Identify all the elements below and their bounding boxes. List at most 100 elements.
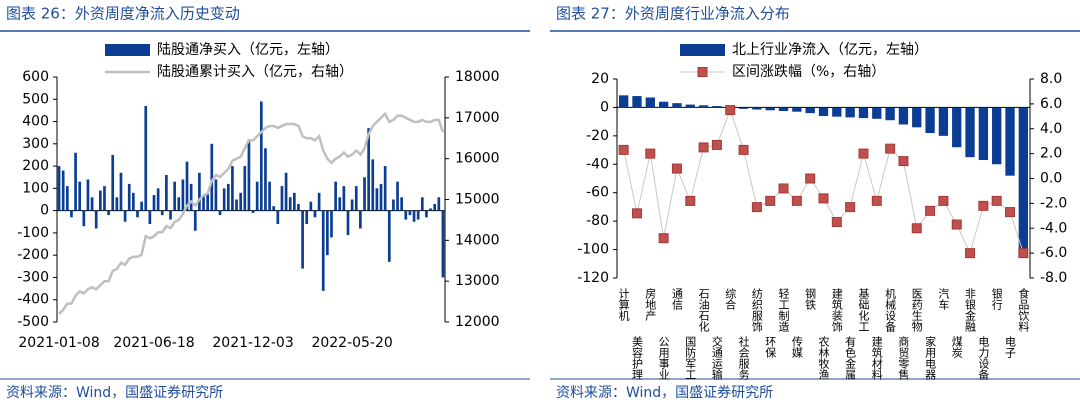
bar xyxy=(645,97,655,108)
point xyxy=(645,148,656,159)
point xyxy=(631,208,642,219)
x-tick-label: 2022-05-20 xyxy=(311,335,392,351)
y-tick-label: 500 xyxy=(22,91,49,107)
bar xyxy=(433,203,437,211)
x-tick-label: 社会服务 xyxy=(737,335,750,380)
bar xyxy=(792,107,802,112)
x-tick-label: 商贸零售 xyxy=(897,335,910,381)
point xyxy=(805,173,816,184)
bar xyxy=(672,103,682,108)
point xyxy=(978,200,989,211)
y-tick-label: 300 xyxy=(22,136,49,152)
y-tick-label: 0 xyxy=(600,99,609,115)
bar xyxy=(334,181,337,211)
bar xyxy=(342,186,346,211)
bar xyxy=(90,197,94,211)
y2-tick-label: 18000 xyxy=(455,69,500,85)
point xyxy=(831,217,842,228)
bar xyxy=(94,210,98,229)
y2-tick-label: 6.0 xyxy=(1040,96,1062,112)
bar xyxy=(872,107,882,119)
bar xyxy=(658,101,669,108)
y2-tick-label: -2.0 xyxy=(1040,195,1067,211)
bar xyxy=(1005,107,1015,176)
bar xyxy=(354,186,358,211)
bar xyxy=(272,206,276,211)
bar xyxy=(251,210,255,213)
x-tick-label: 基础化工 xyxy=(857,288,870,332)
y-tick-label: -60 xyxy=(586,185,609,201)
bar xyxy=(288,197,292,211)
bar xyxy=(752,107,762,110)
bar xyxy=(338,197,342,211)
bar xyxy=(363,177,366,211)
bar xyxy=(98,190,102,211)
y-tick-label: 0 xyxy=(40,203,49,219)
y2-tick-label: 17000 xyxy=(455,110,500,126)
bar xyxy=(898,107,909,125)
x-tick-label: 银行 xyxy=(990,287,1003,311)
y2-tick-label: 0.0 xyxy=(1040,171,1062,187)
bar xyxy=(259,101,263,211)
bar xyxy=(326,210,329,256)
bar xyxy=(119,172,123,211)
bar xyxy=(346,210,350,236)
bar xyxy=(156,188,160,211)
bar xyxy=(214,179,218,211)
x-tick-label: 汽车 xyxy=(937,287,950,311)
x-tick-label: 公用事业 xyxy=(657,336,670,380)
bar xyxy=(181,179,185,211)
bar xyxy=(276,210,280,224)
x-tick-label: 非银金融 xyxy=(964,288,977,333)
bar xyxy=(160,210,164,216)
x-tick-label: 医药生物 xyxy=(910,288,923,332)
x-tick-label: 电子 xyxy=(1004,336,1017,358)
y-tick-label: -100 xyxy=(17,225,49,241)
x-tick-label: 计算机 xyxy=(617,288,630,321)
x-tick-label: 农林牧渔 xyxy=(817,335,830,381)
x-tick-label: 电力设备 xyxy=(977,336,990,381)
bar xyxy=(392,199,395,211)
bar xyxy=(111,154,115,211)
point xyxy=(1005,207,1016,218)
x-tick-label: 家用电器 xyxy=(924,335,937,381)
legend-swatch xyxy=(105,44,150,56)
x-tick-label: 通信 xyxy=(670,288,683,311)
source: 资料来源：Wind，国盛证券研究所 xyxy=(6,385,223,401)
legend-marker xyxy=(697,67,708,77)
point xyxy=(791,195,802,206)
bar xyxy=(136,210,139,218)
bar xyxy=(441,210,445,278)
bar xyxy=(738,107,749,109)
point xyxy=(618,144,629,155)
bar xyxy=(189,183,193,211)
x-tick-label: 传媒 xyxy=(790,336,803,359)
legend-swatch xyxy=(680,44,725,56)
legend-label: 陆股通净买入（亿元，左轴） xyxy=(157,42,339,58)
bar xyxy=(243,166,247,211)
bar xyxy=(387,210,391,262)
bar xyxy=(845,107,855,118)
x-tick-label: 2021-12-03 xyxy=(212,335,293,351)
bar xyxy=(952,107,962,148)
point xyxy=(751,202,762,213)
bar xyxy=(371,159,375,211)
x-tick-label: 钢铁 xyxy=(804,288,817,310)
point xyxy=(965,248,976,259)
bar xyxy=(280,186,284,211)
y2-tick-label: -4.0 xyxy=(1040,220,1067,236)
bar xyxy=(383,166,387,211)
x-tick-label: 国防军工 xyxy=(684,336,697,380)
bar xyxy=(284,172,288,211)
bar xyxy=(313,210,317,218)
y-tick-label: 200 xyxy=(22,158,49,174)
x-tick-label: 石油石化 xyxy=(697,288,710,333)
x-tick-label: 建筑装饰 xyxy=(830,287,843,332)
bar xyxy=(301,210,304,269)
point xyxy=(738,144,749,155)
bar xyxy=(309,201,313,211)
x-tick-label: 食品饮料 xyxy=(1017,287,1030,333)
y2-tick-label: 12000 xyxy=(455,314,500,330)
y2-tick-label: -6.0 xyxy=(1040,245,1067,261)
